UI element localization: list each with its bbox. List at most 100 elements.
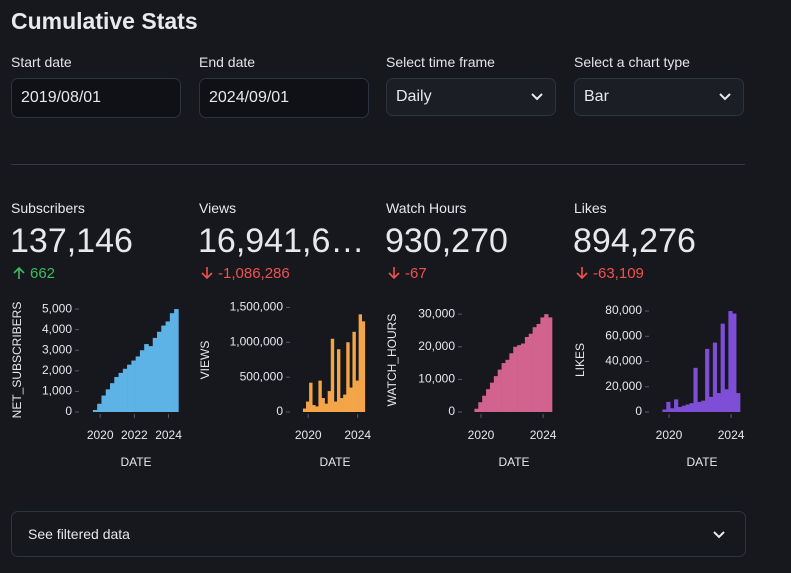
date-input[interactable]: 2019/08/01 [11, 78, 181, 118]
bar [336, 349, 341, 412]
chevron [719, 93, 731, 101]
y-tick-label: 60,000 [605, 328, 642, 342]
y-axis-label: WATCH_HOURS [385, 314, 399, 407]
bar [118, 372, 124, 412]
bar [728, 311, 733, 412]
bar [105, 389, 111, 412]
bar [474, 408, 479, 412]
y-tick-label: 0 [276, 404, 283, 418]
bar [666, 401, 671, 412]
select-value: Bar [584, 88, 609, 105]
bar [355, 380, 359, 412]
y-tick-label: 20,000 [418, 339, 455, 353]
bar [528, 333, 533, 412]
x-tick-label: 2024 [718, 428, 745, 442]
x-tick-label: 2024 [344, 428, 371, 442]
bar [708, 396, 714, 412]
page-title: Cumulative Stats [11, 8, 198, 34]
bar [720, 323, 725, 412]
bar [482, 395, 487, 412]
bar [513, 346, 518, 412]
metric-value: 930,270 [385, 222, 508, 260]
y-axis-label: LIKES [573, 343, 587, 377]
x-tick-label: 2024 [155, 428, 182, 442]
expander-label: See filtered data [28, 526, 130, 542]
y-tick-label: 4,000 [42, 322, 72, 336]
metric-label: Watch Hours [386, 200, 467, 216]
bar [343, 394, 347, 412]
select[interactable]: Bar [574, 78, 744, 116]
bar [315, 406, 319, 412]
x-tick-label: 2020 [295, 428, 322, 442]
x-tick-label: 2024 [530, 428, 557, 442]
metric-delta: 662 [12, 265, 55, 282]
y-axis-label: VIEWS [198, 341, 212, 380]
bar [689, 403, 694, 412]
bar [524, 336, 530, 412]
y-tick-label: 0 [635, 404, 642, 418]
bar [693, 367, 698, 412]
bar [493, 376, 499, 412]
y-tick-label: 500,000 [240, 369, 284, 383]
arrow-down [201, 267, 213, 280]
metric-label: Subscribers [11, 200, 85, 216]
date-input[interactable]: 2024/09/01 [199, 78, 369, 118]
filter-label: Select time frame [386, 54, 495, 70]
bar [349, 387, 353, 412]
arrow-up [13, 266, 25, 279]
bar [144, 344, 149, 412]
bar [732, 313, 737, 412]
expander[interactable]: See filtered data [11, 511, 746, 557]
x-axis-label: DATE [319, 455, 350, 469]
select[interactable]: Daily [386, 78, 556, 116]
bar [101, 395, 107, 412]
bar [478, 402, 483, 412]
chevron [531, 93, 543, 101]
metric-label: Views [199, 200, 237, 216]
bar [157, 331, 162, 412]
bar [169, 313, 175, 412]
bar [312, 405, 316, 412]
bar [127, 364, 132, 412]
bar [330, 338, 335, 412]
bar [505, 359, 510, 412]
bar [302, 408, 307, 412]
arrow-down [576, 267, 588, 280]
bar [309, 382, 313, 412]
x-tick-label: 2022 [121, 428, 148, 442]
metric-value: 137,146 [10, 222, 133, 260]
bar [716, 393, 721, 412]
bar [358, 314, 363, 412]
select-value: Daily [396, 88, 432, 105]
delta-text: -67 [405, 265, 427, 282]
y-tick-label: 1,000 [42, 384, 72, 398]
bar [681, 405, 687, 412]
bar [327, 391, 332, 412]
bar [497, 369, 502, 412]
bar [346, 342, 350, 412]
bar [509, 353, 514, 412]
bar [306, 401, 310, 412]
bar [361, 321, 366, 412]
y-tick-label: 40,000 [605, 354, 642, 368]
bar [724, 389, 729, 412]
bar [92, 409, 98, 412]
x-axis-label: DATE [686, 455, 717, 469]
bar [318, 380, 322, 412]
metric-delta: -1,086,286 [200, 265, 290, 282]
bar [685, 404, 690, 412]
bar [352, 331, 356, 412]
bar [536, 323, 541, 412]
x-axis-label: DATE [120, 455, 151, 469]
delta-text: -63,109 [593, 265, 644, 282]
bar [670, 408, 675, 412]
bar [174, 309, 179, 412]
y-tick-label: 0 [448, 404, 455, 418]
bar [540, 317, 545, 412]
delta-text: -1,086,286 [218, 265, 290, 282]
x-tick-label: 2020 [656, 428, 683, 442]
chevron [713, 531, 725, 539]
bar [122, 368, 128, 412]
x-axis-label: DATE [498, 455, 529, 469]
